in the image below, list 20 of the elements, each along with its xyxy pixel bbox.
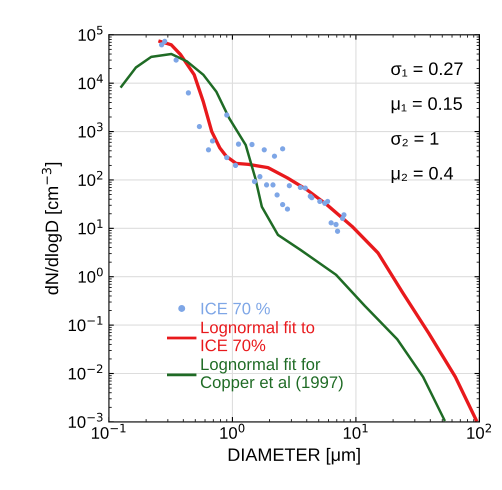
y-axis-title: dN/dlogD [cm$^{−3}$]	[42, 162, 62, 294]
y-tick-label: 10$^{3}$	[78, 122, 103, 138]
legend-label: Lognormal fit for Copper et al (1997)	[200, 358, 343, 392]
y-tick-label: 10$^{5}$	[78, 26, 103, 41]
y-tick-label: 10$^{0}$	[78, 268, 103, 283]
annotation: μ₂ = 0.4	[392, 166, 454, 183]
annotation: σ₁ = 0.27	[391, 62, 463, 77]
legend-label: Lognormal fit to ICE 70%	[201, 321, 314, 352]
annotation: μ₁ = 0.15	[392, 97, 462, 114]
y-tick-label: 10$^{4}$	[78, 74, 103, 90]
annotation: σ₂ = 1	[391, 132, 438, 146]
x-axis-title: DIAMETER [μm]	[228, 448, 360, 465]
y-tick-label: 10$^{2}$	[78, 170, 102, 186]
y-tick-label: 10$^{1}$	[78, 219, 102, 234]
x-tick-label: 10$^{2}$	[467, 424, 492, 439]
y-tick-label: 10$^{−2}$	[68, 364, 102, 380]
x-tick-label: 10$^{0}$	[220, 424, 244, 439]
legend-label: ICE 70 %	[202, 302, 270, 314]
x-tick-label: 10$^{1}$	[344, 424, 368, 439]
y-tick-label: 10$^{−1}$	[68, 316, 102, 332]
